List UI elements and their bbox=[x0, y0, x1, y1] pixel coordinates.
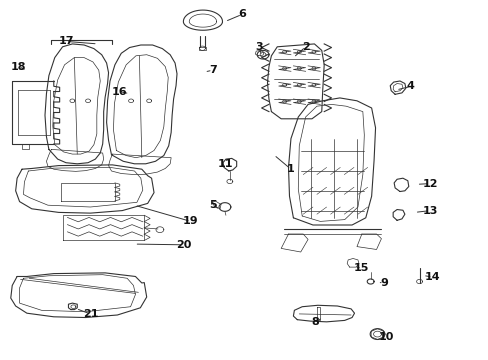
Polygon shape bbox=[223, 158, 236, 171]
Text: 21: 21 bbox=[82, 309, 98, 319]
Text: 6: 6 bbox=[238, 9, 245, 19]
Polygon shape bbox=[288, 98, 375, 225]
Polygon shape bbox=[20, 275, 135, 312]
Polygon shape bbox=[46, 149, 103, 171]
Polygon shape bbox=[255, 50, 264, 56]
Polygon shape bbox=[346, 258, 358, 267]
Text: 9: 9 bbox=[379, 278, 387, 288]
Polygon shape bbox=[293, 305, 354, 322]
Text: 20: 20 bbox=[175, 240, 191, 250]
Polygon shape bbox=[113, 55, 168, 158]
Text: 17: 17 bbox=[58, 36, 74, 46]
Polygon shape bbox=[189, 14, 216, 27]
Text: 1: 1 bbox=[286, 164, 294, 174]
Polygon shape bbox=[108, 154, 171, 175]
Text: 2: 2 bbox=[301, 42, 309, 52]
Text: 4: 4 bbox=[406, 81, 414, 91]
Polygon shape bbox=[11, 273, 146, 318]
Text: 12: 12 bbox=[422, 179, 437, 189]
Polygon shape bbox=[267, 44, 324, 119]
Polygon shape bbox=[219, 203, 230, 211]
Text: 16: 16 bbox=[112, 87, 127, 97]
Polygon shape bbox=[53, 58, 100, 154]
Text: 11: 11 bbox=[217, 159, 232, 169]
Polygon shape bbox=[106, 45, 177, 164]
Polygon shape bbox=[16, 165, 154, 213]
Polygon shape bbox=[45, 44, 108, 164]
Polygon shape bbox=[389, 81, 405, 94]
Polygon shape bbox=[23, 167, 142, 207]
Text: 18: 18 bbox=[11, 62, 26, 72]
Polygon shape bbox=[316, 307, 320, 320]
Polygon shape bbox=[183, 10, 222, 30]
Text: 7: 7 bbox=[208, 65, 216, 75]
Text: 14: 14 bbox=[424, 272, 440, 282]
Text: 10: 10 bbox=[378, 332, 393, 342]
Text: 13: 13 bbox=[422, 206, 437, 216]
Text: 8: 8 bbox=[311, 317, 319, 327]
Polygon shape bbox=[62, 215, 144, 240]
Text: 3: 3 bbox=[255, 42, 263, 52]
Text: 5: 5 bbox=[208, 200, 216, 210]
Polygon shape bbox=[298, 104, 364, 221]
Polygon shape bbox=[356, 234, 381, 249]
Polygon shape bbox=[393, 178, 408, 192]
Text: 15: 15 bbox=[353, 263, 369, 273]
Polygon shape bbox=[212, 201, 221, 209]
Polygon shape bbox=[68, 303, 77, 310]
Polygon shape bbox=[392, 210, 404, 220]
Text: 19: 19 bbox=[183, 216, 198, 226]
Polygon shape bbox=[281, 234, 307, 252]
